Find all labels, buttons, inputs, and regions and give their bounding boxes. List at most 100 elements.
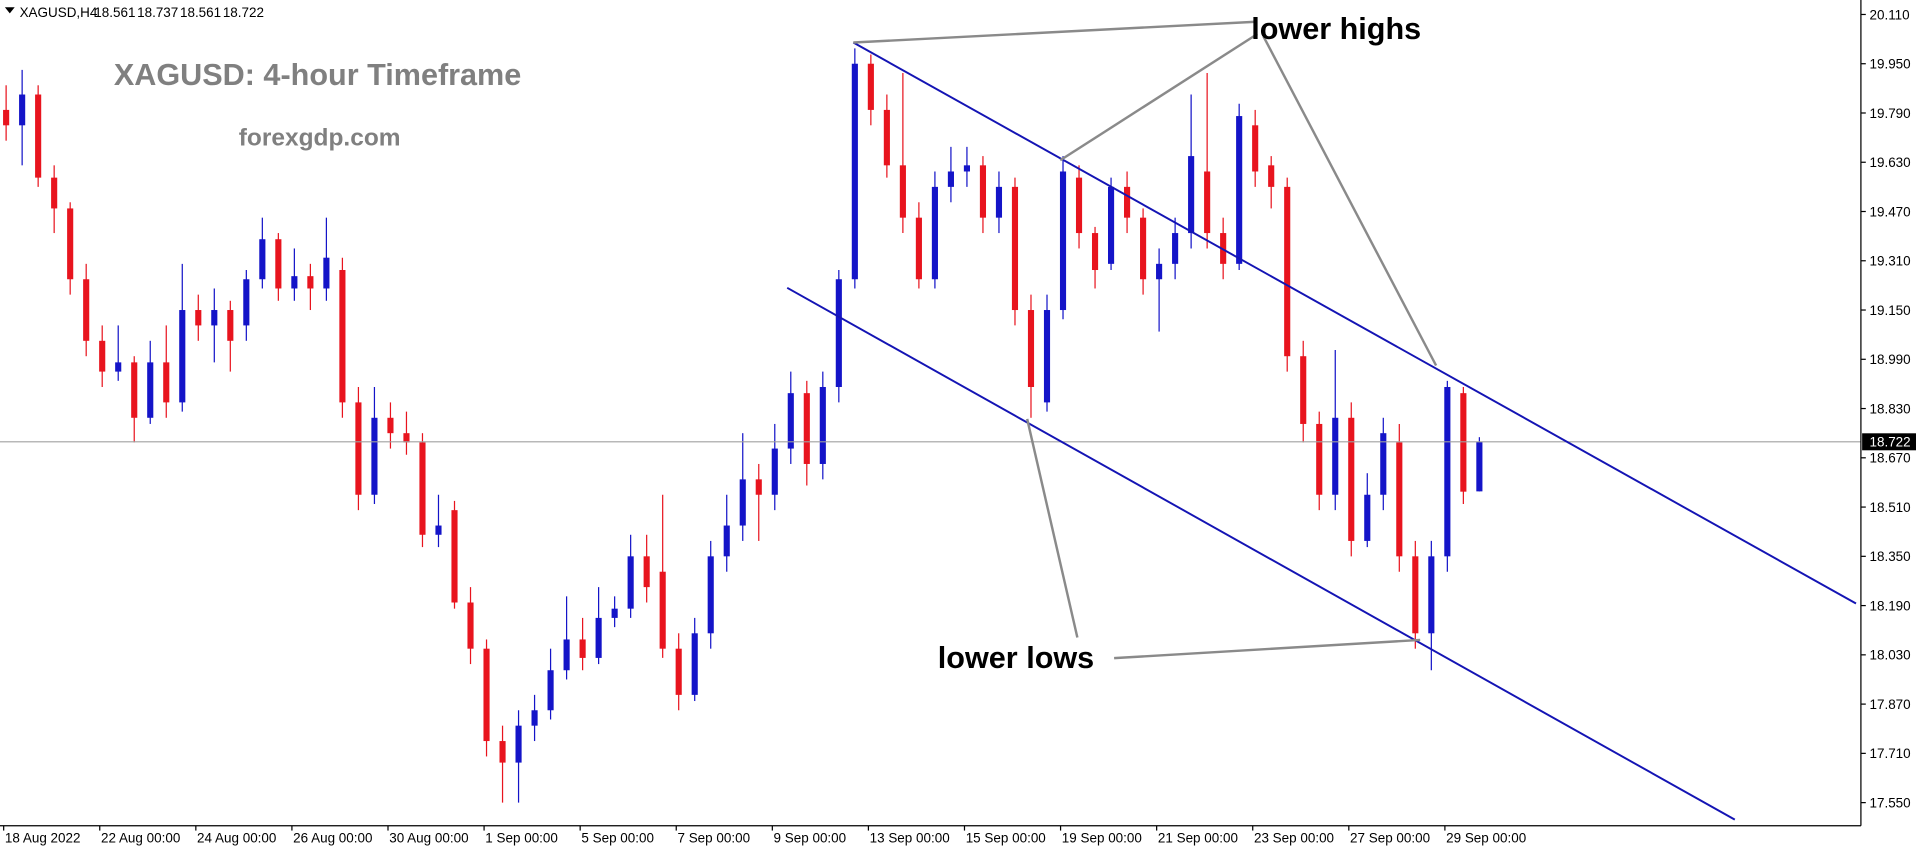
x-tick-label: 18 Aug 2022 <box>5 831 81 846</box>
candle-body <box>819 386 826 464</box>
candle-body <box>771 448 778 495</box>
candle-body <box>1300 356 1307 424</box>
candle-body <box>515 725 522 763</box>
candle-body <box>403 433 410 443</box>
candle-body <box>499 741 506 763</box>
candle-body <box>131 362 138 418</box>
candle-body <box>1172 233 1179 264</box>
pointer <box>1262 35 1438 367</box>
candle-body <box>1059 171 1067 311</box>
x-tick-label: 13 Sep 00:00 <box>870 831 950 846</box>
header-high: 18.737 <box>137 5 178 20</box>
header-close: 18.722 <box>223 5 264 20</box>
candle-body <box>195 310 202 326</box>
candle-body <box>1396 442 1403 557</box>
candle-body <box>1364 494 1371 541</box>
candle-body <box>179 310 186 403</box>
pointer <box>853 20 1254 44</box>
candle-body <box>387 417 394 434</box>
candle-body <box>259 239 266 280</box>
candle-body <box>1011 186 1019 311</box>
candle-body <box>1075 177 1083 234</box>
header-open: 18.561 <box>94 5 135 20</box>
candle-body <box>1043 310 1051 403</box>
candle-body <box>451 510 458 603</box>
current-price-box <box>1862 433 1916 451</box>
y-tick-label: 20.110 <box>1869 7 1909 22</box>
candle-body <box>883 109 890 166</box>
candle-body <box>1204 171 1211 234</box>
candle-body <box>323 257 330 289</box>
candle-body <box>67 208 74 280</box>
candle-body <box>979 165 987 218</box>
x-tick-label: 30 Aug 00:00 <box>389 831 468 846</box>
candle-body <box>1091 233 1099 271</box>
candle-body <box>915 217 922 280</box>
candle-body <box>691 633 698 695</box>
chart-subtitle: forexgdp.com <box>239 125 401 152</box>
pointer <box>1025 418 1079 638</box>
candle-body <box>1332 417 1339 495</box>
candle-body <box>99 340 106 372</box>
x-tick-label: 19 Sep 00:00 <box>1062 831 1142 846</box>
symbol-marker <box>4 7 15 14</box>
candle-body <box>291 276 298 289</box>
x-tick-label: 24 Aug 00:00 <box>197 831 276 846</box>
candle-body <box>35 94 42 178</box>
x-tick-label: 27 Sep 00:00 <box>1350 831 1430 846</box>
candle-body <box>307 276 314 289</box>
candle-body <box>1107 186 1115 264</box>
candle-body <box>723 525 730 557</box>
candle-body <box>1380 433 1387 495</box>
candle-body <box>419 442 426 535</box>
candle-body <box>1236 116 1243 264</box>
y-tick-label: 17.550 <box>1869 796 1910 811</box>
candle-body <box>163 362 170 403</box>
annotation: lower highs <box>1251 12 1421 46</box>
pointer <box>1114 638 1421 660</box>
x-tick-label: 5 Sep 00:00 <box>581 831 654 846</box>
candle-body <box>1188 156 1195 234</box>
x-tick-label: 15 Sep 00:00 <box>966 831 1046 846</box>
x-tick-label: 29 Sep 00:00 <box>1446 831 1526 846</box>
candle-body <box>947 171 954 187</box>
x-tick-label: 1 Sep 00:00 <box>485 831 558 846</box>
candle-body <box>3 109 10 126</box>
x-tick-label: 26 Aug 00:00 <box>293 831 372 846</box>
y-tick-label: 19.310 <box>1869 254 1910 269</box>
candle-body <box>531 710 538 726</box>
y-tick-label: 19.470 <box>1869 204 1910 219</box>
candle-body <box>1140 217 1147 280</box>
candle-body <box>611 608 618 618</box>
candle-body <box>659 571 666 649</box>
pointer <box>1059 32 1259 162</box>
annotation: lower lows <box>938 641 1094 675</box>
candle-body <box>931 186 938 280</box>
candle-body <box>675 648 682 695</box>
candle-body <box>1348 417 1355 541</box>
candle-body <box>563 639 570 671</box>
candle-body <box>1412 556 1419 634</box>
candle-body <box>787 393 794 449</box>
annotation-pointers <box>853 20 1438 660</box>
symbol: XAGUSD,H4 <box>20 5 98 20</box>
candle-body <box>643 556 650 588</box>
candle-body <box>627 556 634 609</box>
candle-body <box>547 670 554 711</box>
candle-body <box>435 525 442 535</box>
x-tick-label: 22 Aug 00:00 <box>101 831 180 846</box>
y-tick-label: 18.030 <box>1869 648 1910 663</box>
candle-body <box>243 279 250 326</box>
candle-body <box>963 165 970 172</box>
y-tick-label: 18.510 <box>1869 500 1910 515</box>
candle-body <box>211 310 218 326</box>
candle-body <box>803 393 810 464</box>
candle-body <box>899 165 906 218</box>
candle-body <box>1444 386 1451 557</box>
candle-body <box>835 279 842 387</box>
candle-body <box>115 362 122 372</box>
y-tick-label: 19.950 <box>1869 57 1910 72</box>
